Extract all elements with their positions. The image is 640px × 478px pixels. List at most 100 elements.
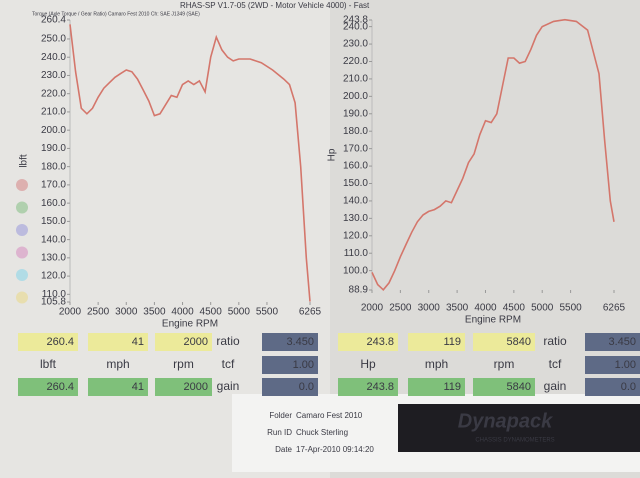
readout-box <box>473 378 535 396</box>
header-subtitle: Torque (Axle Torque / Gear Ratio) Camaro… <box>32 11 200 17</box>
y-tick-label: 170.0 <box>41 180 66 191</box>
readout-value: 3.450 <box>286 336 314 348</box>
readout-label: mph <box>425 357 448 371</box>
readout-value: 260.4 <box>46 381 74 393</box>
readout-box <box>18 378 78 396</box>
readout-value: 1.00 <box>293 359 314 371</box>
slate-box <box>262 333 318 351</box>
readout-label: ratio <box>543 334 567 348</box>
y-tick-label: 230.0 <box>343 39 368 50</box>
readout-value: 5840 <box>507 381 531 393</box>
curve <box>371 18 615 291</box>
header-title: RHAS-SP V1.7-05 (2WD - Motor Vehicle 400… <box>180 1 370 10</box>
x-tick-label: 4000 <box>171 307 194 318</box>
footer-label: Date <box>275 445 292 454</box>
logo-tagline: CHASSIS DYNAMOMETERS <box>475 438 554 444</box>
x-tick-label: 2000 <box>59 307 82 318</box>
readout-box <box>408 333 465 351</box>
footer-value: Chuck Sterling <box>296 428 348 437</box>
y-tick-label: 105.8 <box>41 297 66 308</box>
x-tick-label: 5500 <box>256 307 279 318</box>
readout-label: rpm <box>173 357 194 371</box>
readout-value: 41 <box>132 336 144 348</box>
y-tick-label: 243.8 <box>343 15 368 26</box>
x-tick-label: 3000 <box>115 307 138 318</box>
readout-box <box>338 333 398 351</box>
y-tick-label: 150.0 <box>41 216 66 227</box>
channel-dot <box>16 291 28 304</box>
slate-box <box>585 378 640 396</box>
readout-label: rpm <box>494 357 515 371</box>
x-tick-label: 6265 <box>299 307 322 318</box>
y-tick-label: 88.9 <box>349 285 369 296</box>
y-tick-label: 120.0 <box>41 271 66 282</box>
readout-value: 0.0 <box>299 381 314 393</box>
x-tick-label: 2500 <box>389 303 412 314</box>
y-axis-label: Hp <box>327 148 338 161</box>
x-tick-label: 4000 <box>474 303 497 314</box>
y-tick-label: 250.0 <box>41 34 66 45</box>
logo-brand: Dynapack <box>458 410 553 432</box>
x-tick-label: 3500 <box>143 307 166 318</box>
x-tick-label: 2500 <box>87 307 110 318</box>
footer-label: Run ID <box>267 428 292 437</box>
readout-value: 119 <box>443 381 461 393</box>
y-tick-label: 160.0 <box>343 161 368 172</box>
readout-label: tcf <box>222 357 235 371</box>
readout-box <box>155 378 212 396</box>
slate-box <box>262 356 318 374</box>
readout-box <box>88 378 148 396</box>
x-tick-label: 5000 <box>531 303 554 314</box>
readout-label: Hp <box>360 357 376 371</box>
readout-label: gain <box>217 379 240 393</box>
channel-dot <box>16 246 28 259</box>
readout-label: gain <box>544 379 567 393</box>
readout-value: 2000 <box>184 381 208 393</box>
y-tick-label: 230.0 <box>41 70 66 81</box>
slate-box <box>585 333 640 351</box>
readout-value: 5840 <box>507 336 531 348</box>
y-tick-label: 190.0 <box>343 108 368 119</box>
x-tick-label: 5000 <box>228 307 251 318</box>
y-tick-label: 190.0 <box>41 143 66 154</box>
y-tick-label: 170.0 <box>343 143 368 154</box>
readout-box <box>18 333 78 351</box>
y-tick-label: 110.0 <box>42 289 67 300</box>
readout-value: 243.8 <box>366 336 394 348</box>
y-tick-label: 140.0 <box>343 196 368 207</box>
readout-box <box>88 333 148 351</box>
y-tick-label: 180.0 <box>41 161 66 172</box>
channel-dot <box>16 269 28 281</box>
footer-label: Folder <box>269 411 292 420</box>
x-tick-label: 6265 <box>603 303 626 314</box>
readout-value: 243.8 <box>366 381 394 393</box>
y-tick-label: 220.0 <box>41 88 66 99</box>
readout-value: 2000 <box>184 336 208 348</box>
channel-dot <box>16 201 28 214</box>
y-tick-label: 130.0 <box>343 213 368 224</box>
logo-box <box>398 404 640 452</box>
readout-box <box>473 333 535 351</box>
y-tick-label: 130.0 <box>41 252 66 263</box>
x-axis-label: Engine RPM <box>465 315 521 326</box>
readout-box <box>408 378 465 396</box>
readout-value: 1.00 <box>615 359 636 371</box>
readout-value: 119 <box>443 336 461 348</box>
channel-dot <box>16 224 28 236</box>
readout-label: mph <box>106 357 129 371</box>
x-tick-label: 2000 <box>361 303 384 314</box>
slate-box <box>585 356 640 374</box>
y-axis-label: lbft <box>19 154 30 168</box>
readout-value: 0.0 <box>621 381 636 393</box>
y-tick-label: 100.0 <box>343 265 368 276</box>
readout-box <box>338 378 398 396</box>
y-tick-label: 120.0 <box>343 230 368 241</box>
readout-label: lbft <box>40 357 57 371</box>
y-tick-label: 200.0 <box>41 125 66 136</box>
x-tick-label: 4500 <box>200 307 223 318</box>
slate-box <box>262 378 318 396</box>
y-tick-label: 140.0 <box>41 234 66 245</box>
y-tick-label: 210.0 <box>343 74 368 85</box>
